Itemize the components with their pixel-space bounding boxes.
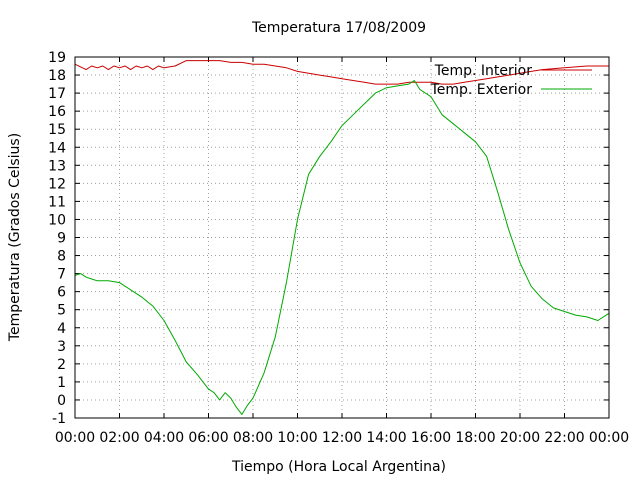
y-tick-label: 1: [57, 375, 66, 391]
x-tick-label: 04:00: [144, 430, 184, 446]
legend-label-exterior: Temp. Exterior: [430, 82, 533, 98]
x-tick-label: 00:00: [55, 430, 95, 446]
y-tick-label: 10: [48, 212, 66, 228]
x-tick-label: 16:00: [411, 430, 451, 446]
x-tick-label: 20:00: [500, 430, 540, 446]
y-tick-label: 11: [48, 194, 66, 210]
legend-label-interior: Temp. Interior: [434, 63, 533, 79]
y-tick-label: 3: [57, 339, 66, 355]
x-axis-label: Tiempo (Hora Local Argentina): [231, 459, 446, 475]
x-tick-label: 14:00: [366, 430, 406, 446]
legend: Temp. Interior Temp. Exterior: [430, 63, 592, 98]
x-tick-label: 00:00: [589, 430, 629, 446]
y-tick-label: 8: [57, 249, 66, 265]
y-axis-label: Temperatura (Grados Celsius): [7, 133, 23, 342]
x-tick-label: 06:00: [188, 430, 228, 446]
y-tick-label: 6: [57, 285, 66, 301]
series-line-exterior: [74, 80, 610, 415]
y-tick-label: 16: [48, 104, 66, 120]
x-tick-label: 02:00: [99, 430, 139, 446]
chart-title: Temperatura 17/08/2009: [251, 20, 426, 36]
y-tick-label: 4: [57, 321, 66, 337]
series-layer: [74, 60, 610, 415]
x-tick-label: 10:00: [277, 430, 317, 446]
x-tick-label: 18:00: [455, 430, 495, 446]
y-tick-label: 5: [57, 303, 66, 319]
y-tick-label: 12: [48, 176, 66, 192]
x-tick-label: 08:00: [233, 430, 273, 446]
y-tick-label: 14: [48, 140, 66, 156]
grid: [75, 57, 609, 418]
plot-frame: [74, 56, 610, 419]
y-tick-label: 17: [48, 86, 66, 102]
series-line-interior: [74, 60, 609, 85]
x-tick-label: 12:00: [322, 430, 362, 446]
y-tick-label: 18: [48, 68, 66, 84]
y-tick-label: -1: [52, 411, 66, 427]
y-tick-label: 9: [57, 231, 66, 247]
y-tick-label: 13: [48, 158, 66, 174]
x-tick-label: 22:00: [544, 430, 584, 446]
y-tick-label: 15: [48, 122, 66, 138]
y-tick-label: 0: [57, 393, 66, 409]
y-tick-label: 2: [57, 357, 66, 373]
y-tick-label: 7: [57, 267, 66, 283]
y-tick-label: 19: [48, 50, 66, 66]
